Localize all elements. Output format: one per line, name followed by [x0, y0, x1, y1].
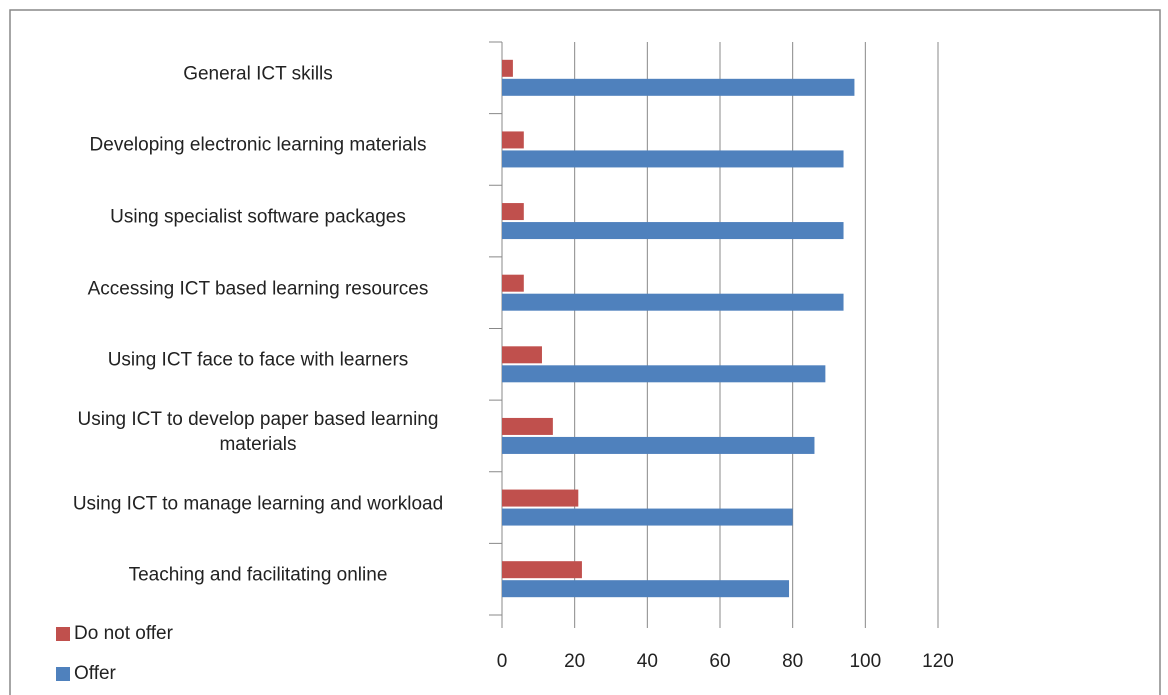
y-tick-label: Using ICT to manage learning and workloa…	[72, 493, 444, 515]
x-tick-label: 80	[782, 651, 803, 672]
y-tick-label: Accessing ICT based learning resources	[87, 278, 429, 300]
bar	[502, 346, 542, 364]
bar	[502, 436, 815, 454]
legend-label: Offer	[74, 663, 117, 684]
y-tick-label: Using specialist software packages	[110, 206, 406, 228]
bar	[502, 78, 855, 96]
bar	[502, 59, 513, 77]
x-tick-label: 60	[709, 651, 730, 672]
bar	[502, 561, 582, 579]
x-tick-label: 20	[564, 651, 585, 672]
y-tick-label: Developing electronic learning materials	[89, 134, 427, 156]
legend-swatch	[56, 667, 70, 681]
bar	[502, 150, 844, 168]
bar	[502, 222, 844, 240]
x-tick-label: 0	[497, 651, 508, 672]
bar	[502, 417, 553, 435]
legend-swatch	[56, 627, 70, 641]
bar	[502, 580, 790, 598]
bar	[502, 508, 793, 526]
x-tick-label: 120	[922, 651, 954, 672]
x-tick-label: 100	[849, 651, 881, 672]
y-tick-label: General ICT skills	[183, 63, 333, 85]
y-tick-label: Using ICT face to face with learners	[107, 349, 409, 371]
bar	[502, 131, 524, 149]
frame	[9, 9, 1161, 695]
bar	[502, 274, 524, 292]
x-tick-label: 40	[637, 651, 658, 672]
bar	[502, 293, 844, 311]
y-tick-label: Using ICT to develop paper based learnin…	[77, 408, 439, 455]
legend-label: Do not offer	[74, 623, 174, 644]
bar	[502, 365, 826, 383]
bar	[502, 489, 579, 507]
y-tick-label: Teaching and facilitating online	[128, 564, 388, 586]
bar	[502, 203, 524, 221]
